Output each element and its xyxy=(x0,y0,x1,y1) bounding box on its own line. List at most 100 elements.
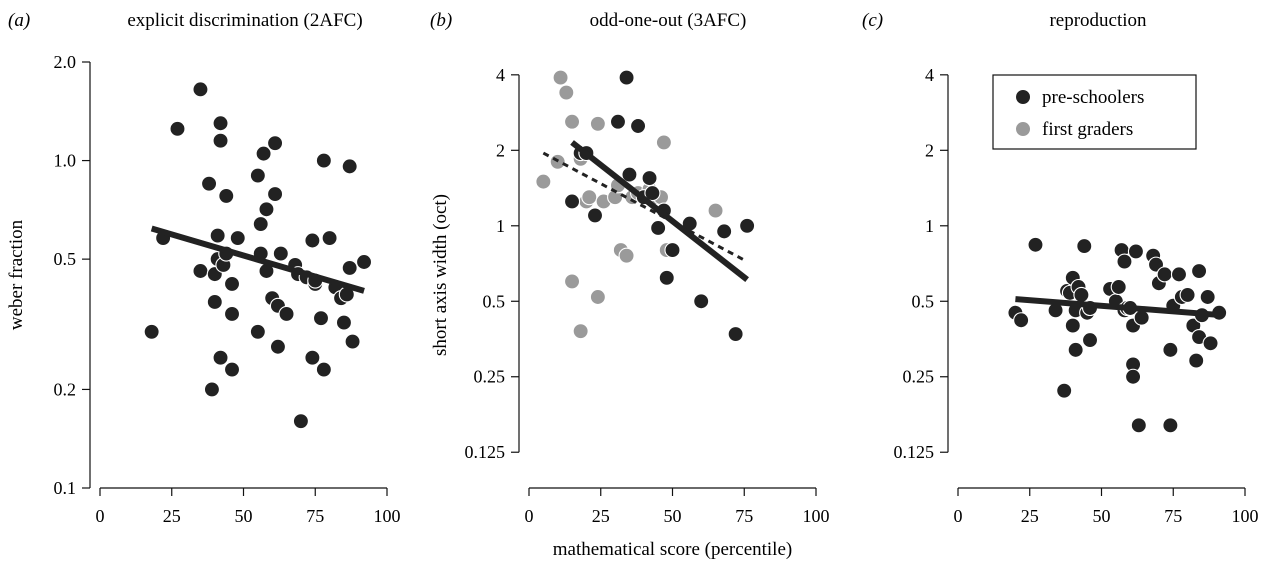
chart-title: odd-one-out (3AFC) xyxy=(590,10,747,31)
data-point-pre-schoolers xyxy=(212,115,229,132)
y-tick-label: 2 xyxy=(496,140,505,160)
y-tick-label: 1 xyxy=(496,216,505,236)
data-point-pre-schoolers xyxy=(192,81,209,98)
data-point-first-graders xyxy=(618,247,635,264)
data-point-pre-schoolers xyxy=(644,185,661,202)
data-point-pre-schoolers xyxy=(1125,368,1142,385)
data-point-pre-schoolers xyxy=(315,152,332,169)
data-point-pre-schoolers xyxy=(258,201,275,218)
data-point-first-graders xyxy=(589,288,606,306)
data-point-pre-schoolers xyxy=(658,269,675,286)
fit-line-pre-schoolers xyxy=(150,225,365,294)
data-point-first-graders xyxy=(535,173,552,190)
data-point-pre-schoolers xyxy=(355,253,373,271)
data-point-pre-schoolers xyxy=(223,305,241,323)
data-point-pre-schoolers xyxy=(1130,417,1147,434)
chart-panel-1: (a) explicit discrimination (2AFC) 0 25 50 75… xyxy=(6,10,401,526)
data-point-pre-schoolers xyxy=(1127,243,1144,260)
y-tick-label: 0.5 xyxy=(912,291,935,311)
data-point-pre-schoolers xyxy=(255,145,272,162)
data-point-pre-schoolers xyxy=(304,349,321,366)
x-tick-label: 50 xyxy=(1093,506,1111,526)
x-tick-label: 75 xyxy=(735,506,753,526)
legend-label: first graders xyxy=(1042,119,1133,140)
data-point-pre-schoolers xyxy=(169,120,186,137)
legend-label: pre-schoolers xyxy=(1042,87,1144,108)
data-point-pre-schoolers xyxy=(1188,352,1205,369)
y-axis-label: weber fraction xyxy=(6,219,27,330)
data-point-pre-schoolers xyxy=(1073,286,1090,303)
data-point-pre-schoolers xyxy=(1056,382,1073,399)
data-point-pre-schoolers xyxy=(272,245,289,262)
data-point-pre-schoolers xyxy=(621,166,638,183)
data-point-pre-schoolers xyxy=(1156,266,1173,283)
data-point-pre-schoolers xyxy=(212,132,229,149)
x-tick-label: 50 xyxy=(664,506,682,526)
y-tick-label: 0.125 xyxy=(894,442,935,462)
data-point-pre-schoolers xyxy=(716,223,733,240)
data-point-pre-schoolers xyxy=(304,232,321,249)
x-tick-label: 0 xyxy=(954,506,963,526)
data-point-pre-schoolers xyxy=(1110,278,1127,296)
x-axis-label: mathematical score (percentile) xyxy=(553,539,792,560)
data-point-first-graders xyxy=(572,323,589,340)
y-tick-label: 0.25 xyxy=(903,367,935,387)
y-tick-label: 0.25 xyxy=(474,367,506,387)
data-point-pre-schoolers xyxy=(630,117,647,135)
y-tick-label: 0.2 xyxy=(54,379,77,399)
x-tick-label: 50 xyxy=(235,506,253,526)
data-point-pre-schoolers xyxy=(618,69,635,86)
data-point-pre-schoolers xyxy=(223,361,241,378)
x-tick-label: 75 xyxy=(306,506,324,526)
data-point-pre-schoolers xyxy=(192,262,209,280)
chart-title: reproduction xyxy=(1049,10,1147,31)
y-tick-label: 0.5 xyxy=(54,249,77,269)
data-point-pre-schoolers xyxy=(143,323,160,340)
x-tick-label: 25 xyxy=(163,506,181,526)
x-tick-label: 25 xyxy=(592,506,610,526)
y-tick-label: 0.1 xyxy=(54,478,77,498)
data-point-pre-schoolers xyxy=(1076,238,1093,255)
data-point-pre-schoolers xyxy=(335,314,353,331)
x-tick-label: 100 xyxy=(374,506,401,526)
data-point-first-graders xyxy=(552,69,569,86)
x-tick-label: 0 xyxy=(525,506,534,526)
y-tick-label: 1.0 xyxy=(54,151,77,171)
data-point-pre-schoolers xyxy=(1162,417,1179,434)
y-tick-label: 0.5 xyxy=(483,291,506,311)
data-point-pre-schoolers xyxy=(201,175,218,192)
legend-marker xyxy=(1015,121,1031,137)
data-point-pre-schoolers xyxy=(1170,266,1188,283)
data-point-pre-schoolers xyxy=(586,207,604,224)
data-point-pre-schoolers xyxy=(209,227,226,244)
data-point-pre-schoolers xyxy=(641,170,658,187)
legend-box xyxy=(992,74,1197,150)
fit-line-pre-schoolers xyxy=(1015,296,1223,319)
data-point-pre-schoolers xyxy=(267,135,284,152)
x-tick-label: 100 xyxy=(1232,506,1259,526)
data-point-first-graders xyxy=(563,273,581,290)
fit-line-pre-schoolers xyxy=(570,140,749,282)
data-point-pre-schoolers xyxy=(206,293,223,311)
data-point-pre-schoolers xyxy=(1162,341,1179,358)
y-tick-label: 2.0 xyxy=(54,52,77,72)
y-tick-label: 2 xyxy=(925,140,934,160)
x-tick-label: 75 xyxy=(1164,506,1182,526)
data-point-pre-schoolers xyxy=(609,113,627,130)
data-point-pre-schoolers xyxy=(267,186,284,203)
data-point-first-graders xyxy=(707,202,724,219)
panel-label: (b) xyxy=(430,10,452,31)
data-point-pre-schoolers xyxy=(1199,288,1216,306)
data-point-pre-schoolers xyxy=(278,305,295,323)
data-point-pre-schoolers xyxy=(249,167,266,184)
fit-line-first-graders xyxy=(542,151,748,263)
data-point-pre-schoolers xyxy=(1067,341,1084,358)
data-point-pre-schoolers xyxy=(739,217,756,234)
data-point-first-graders xyxy=(581,189,598,206)
data-point-pre-schoolers xyxy=(341,259,358,276)
chart-title: explicit discrimination (2AFC) xyxy=(127,10,362,31)
y-tick-label: 4 xyxy=(496,65,505,85)
data-point-first-graders xyxy=(563,113,581,130)
data-point-pre-schoolers xyxy=(252,215,269,233)
